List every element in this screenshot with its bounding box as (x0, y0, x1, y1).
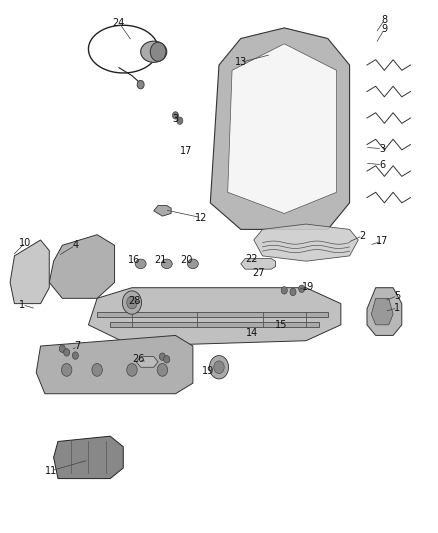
Text: 28: 28 (128, 296, 140, 306)
Ellipse shape (141, 41, 167, 62)
Circle shape (290, 288, 296, 296)
Circle shape (137, 80, 144, 89)
Text: 1: 1 (19, 300, 25, 310)
Circle shape (159, 353, 166, 360)
Circle shape (127, 364, 137, 376)
Circle shape (209, 356, 229, 379)
Polygon shape (136, 357, 158, 367)
Circle shape (216, 364, 222, 371)
Polygon shape (154, 206, 171, 216)
Text: 6: 6 (379, 160, 385, 169)
Polygon shape (10, 240, 49, 304)
Polygon shape (371, 298, 393, 325)
Polygon shape (254, 224, 358, 261)
Text: 1: 1 (394, 303, 400, 313)
Text: 17: 17 (376, 236, 389, 246)
Circle shape (164, 356, 170, 363)
Text: 26: 26 (132, 354, 145, 364)
Text: 3: 3 (379, 144, 385, 154)
Text: 4: 4 (72, 240, 78, 251)
Text: 2: 2 (360, 231, 366, 241)
Text: 10: 10 (19, 238, 32, 248)
Polygon shape (367, 288, 402, 335)
Text: 7: 7 (74, 341, 81, 351)
Circle shape (299, 285, 305, 293)
Polygon shape (36, 335, 193, 394)
Text: 12: 12 (195, 213, 208, 223)
Polygon shape (88, 288, 341, 346)
Text: 22: 22 (245, 254, 258, 263)
Ellipse shape (135, 259, 146, 269)
Text: 3: 3 (173, 114, 179, 124)
Circle shape (281, 287, 287, 294)
Text: 5: 5 (394, 290, 401, 301)
Text: 19: 19 (302, 281, 314, 292)
Text: 14: 14 (246, 328, 258, 338)
Circle shape (177, 117, 183, 124)
Circle shape (214, 361, 224, 374)
Text: 21: 21 (154, 255, 166, 265)
Circle shape (173, 112, 179, 119)
Polygon shape (210, 28, 350, 229)
Circle shape (64, 349, 70, 356)
Text: 19: 19 (202, 367, 214, 376)
Circle shape (122, 291, 141, 314)
Circle shape (92, 364, 102, 376)
Text: 9: 9 (381, 24, 388, 34)
Polygon shape (53, 436, 123, 479)
Circle shape (59, 345, 65, 352)
Circle shape (127, 296, 137, 309)
Polygon shape (97, 312, 328, 317)
Circle shape (72, 352, 78, 359)
Polygon shape (110, 322, 319, 327)
Text: 20: 20 (180, 255, 193, 265)
Text: 24: 24 (113, 18, 125, 28)
Circle shape (157, 364, 168, 376)
Text: 8: 8 (381, 15, 388, 25)
Text: 15: 15 (275, 320, 287, 330)
Text: 27: 27 (252, 268, 265, 278)
Text: 16: 16 (128, 255, 140, 265)
Ellipse shape (187, 259, 198, 269)
Circle shape (61, 364, 72, 376)
Text: 11: 11 (45, 466, 57, 475)
Circle shape (150, 42, 166, 61)
Polygon shape (241, 259, 276, 269)
Text: 13: 13 (235, 58, 247, 67)
Text: 17: 17 (180, 146, 193, 156)
Polygon shape (49, 235, 115, 298)
Polygon shape (228, 44, 336, 214)
Ellipse shape (161, 259, 172, 269)
